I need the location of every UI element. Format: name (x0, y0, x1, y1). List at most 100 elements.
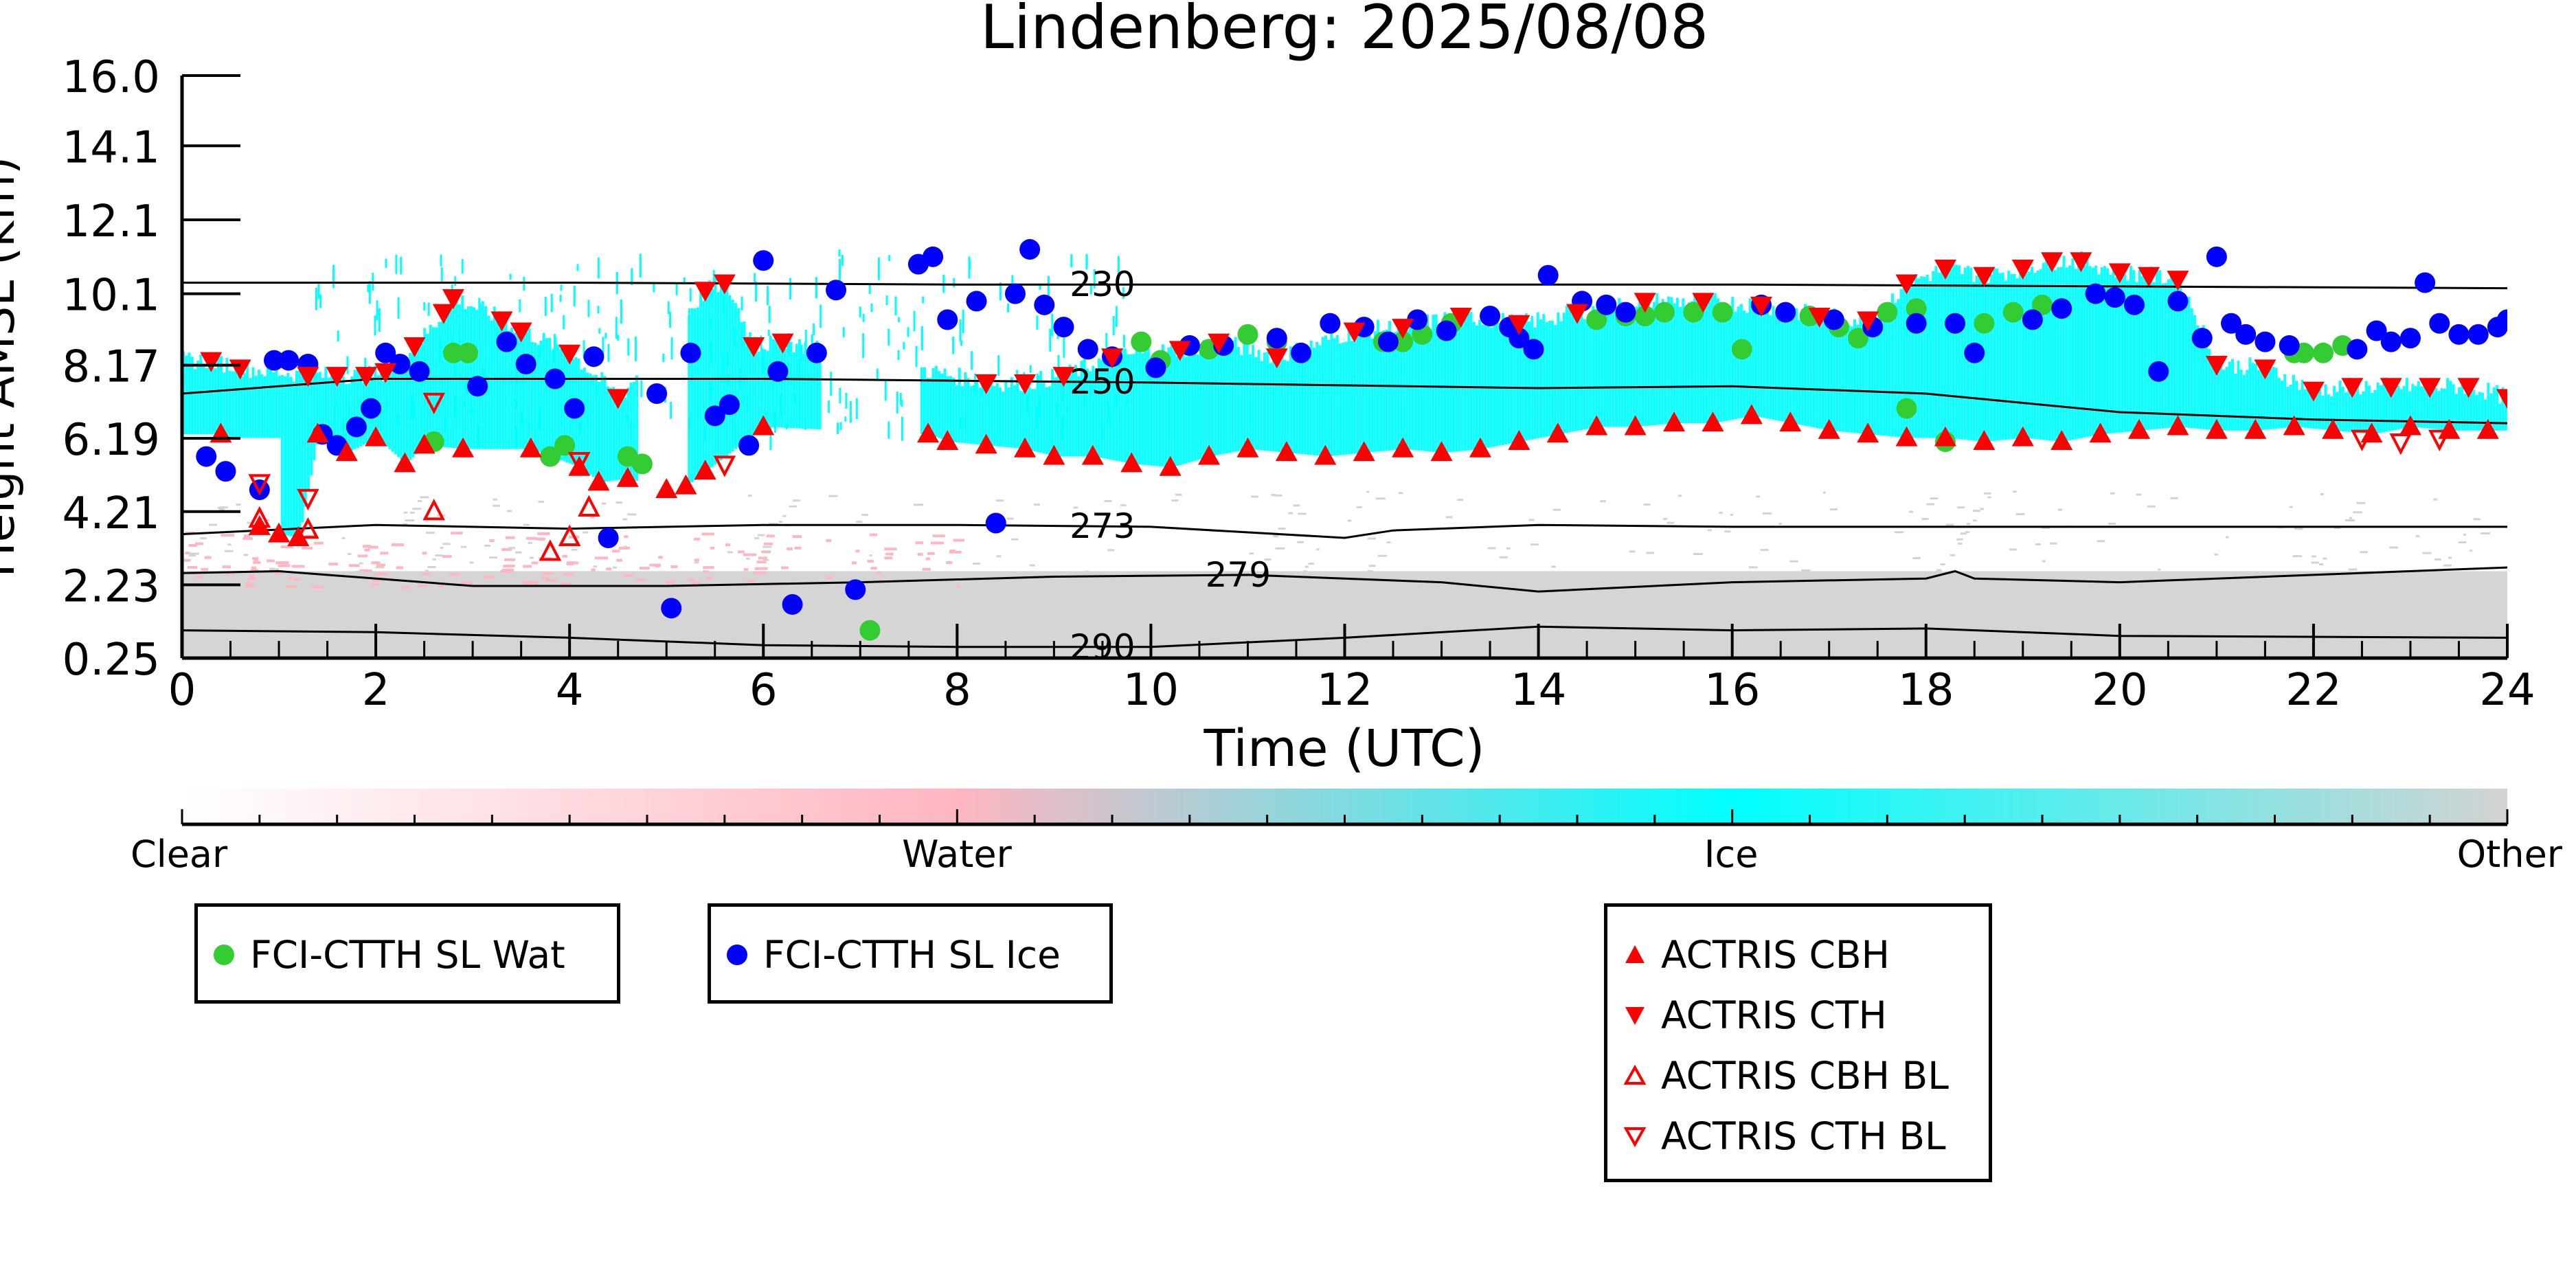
ice-column (202, 365, 205, 435)
other-speck (1945, 523, 1954, 526)
ice-column (1641, 299, 1645, 427)
data-point (354, 367, 377, 387)
ice-column (1940, 268, 1943, 438)
ice-column (2257, 370, 2261, 431)
ice-wisp (785, 423, 788, 430)
ice-wisp (1105, 332, 1108, 348)
ice-wisp (1047, 275, 1050, 296)
data-point (1120, 452, 1143, 473)
other-speck (1010, 538, 1019, 541)
ice-column (1862, 315, 1865, 434)
ice-wisp (1109, 415, 1111, 426)
x-tick-label: 6 (749, 665, 778, 716)
other-speck (2042, 560, 2046, 563)
ice-column (1902, 278, 1906, 438)
other-speck (1908, 510, 1914, 513)
ice-wisp (862, 333, 865, 359)
ice-wisp (597, 257, 600, 279)
ice-column (2388, 379, 2391, 431)
ice-wisp (1036, 406, 1039, 428)
water-speck (706, 576, 713, 580)
water-speck (422, 552, 427, 555)
water-speck (421, 572, 431, 576)
ice-column (2170, 275, 2173, 428)
ice-column (2478, 392, 2481, 431)
ice-column (2461, 385, 2464, 431)
water-speck (250, 569, 259, 572)
ice-wisp (1125, 398, 1128, 403)
ice-column (1818, 317, 1822, 429)
ice-wisp (689, 288, 692, 302)
other-speck (403, 511, 408, 514)
other-speck (727, 551, 733, 554)
ice-column (1783, 310, 1787, 422)
ice-column (2385, 377, 2388, 432)
ice-wisp (1056, 402, 1059, 417)
ice-wisp (346, 356, 349, 374)
ice-column (301, 375, 304, 523)
ice-column (1760, 310, 1763, 418)
ice-column (2083, 264, 2086, 438)
water-speck (670, 565, 678, 569)
ice-column (1452, 319, 1456, 452)
ice-column (2219, 362, 2223, 431)
ice-column (1798, 319, 1801, 425)
ice-column (2428, 385, 2432, 429)
ice-column (1304, 353, 1307, 455)
other-speck (589, 516, 595, 519)
ice-wisp (615, 317, 618, 339)
ice-wisp (820, 304, 822, 328)
ice-column (1615, 310, 1618, 427)
data-point (1314, 444, 1337, 465)
data-point (743, 337, 765, 358)
ice-column (554, 337, 557, 458)
ice-column (542, 332, 545, 454)
ice-column (2114, 277, 2118, 433)
ice-column (2443, 388, 2446, 431)
water-speck (541, 577, 550, 580)
data-point (403, 337, 426, 358)
water-speck (221, 534, 235, 537)
water-speck (885, 552, 894, 556)
ice-column (783, 348, 787, 428)
ice-column (1842, 322, 1845, 432)
ice-wisp (597, 306, 600, 314)
ice-column (1932, 271, 1935, 438)
ice-column (1164, 353, 1168, 467)
water-speck (869, 533, 878, 536)
ice-column (1864, 326, 1868, 434)
ice-column (2178, 272, 2182, 427)
ice-column (2036, 271, 2040, 440)
ice-wisp (1115, 306, 1118, 327)
ice-wisp (1117, 256, 1120, 279)
other-speck (1600, 500, 1606, 503)
y-tick-label: 16.0 (63, 52, 161, 103)
ice-wisp (563, 315, 565, 330)
ice-column (2208, 348, 2211, 430)
ice-wisp (813, 323, 815, 336)
data-point (2302, 381, 2325, 402)
ice-column (1949, 262, 1952, 439)
ice-column (981, 379, 984, 445)
ice-column (286, 373, 290, 536)
data-point (297, 367, 319, 387)
chart-title: Lindenberg: 2025/08/08 (980, 0, 1708, 63)
water-speck (666, 581, 674, 585)
ice-column (1702, 293, 1705, 424)
ice-column (2161, 283, 2165, 429)
ice-column (487, 315, 490, 449)
data-point (2476, 418, 2499, 439)
ice-wisp (451, 336, 454, 346)
ice-column (2431, 380, 2434, 429)
ice-column (1868, 328, 1871, 435)
ice-column (609, 387, 612, 482)
ice-wisp (1061, 375, 1063, 398)
ice-column (336, 378, 339, 447)
ice-column (1184, 357, 1188, 464)
ice-column (2295, 381, 2298, 427)
other-speck (615, 501, 622, 504)
ice-column (1103, 358, 1107, 459)
other-speck (914, 504, 923, 506)
y-tick-label: 14.1 (63, 122, 161, 173)
ice-column (688, 315, 691, 485)
